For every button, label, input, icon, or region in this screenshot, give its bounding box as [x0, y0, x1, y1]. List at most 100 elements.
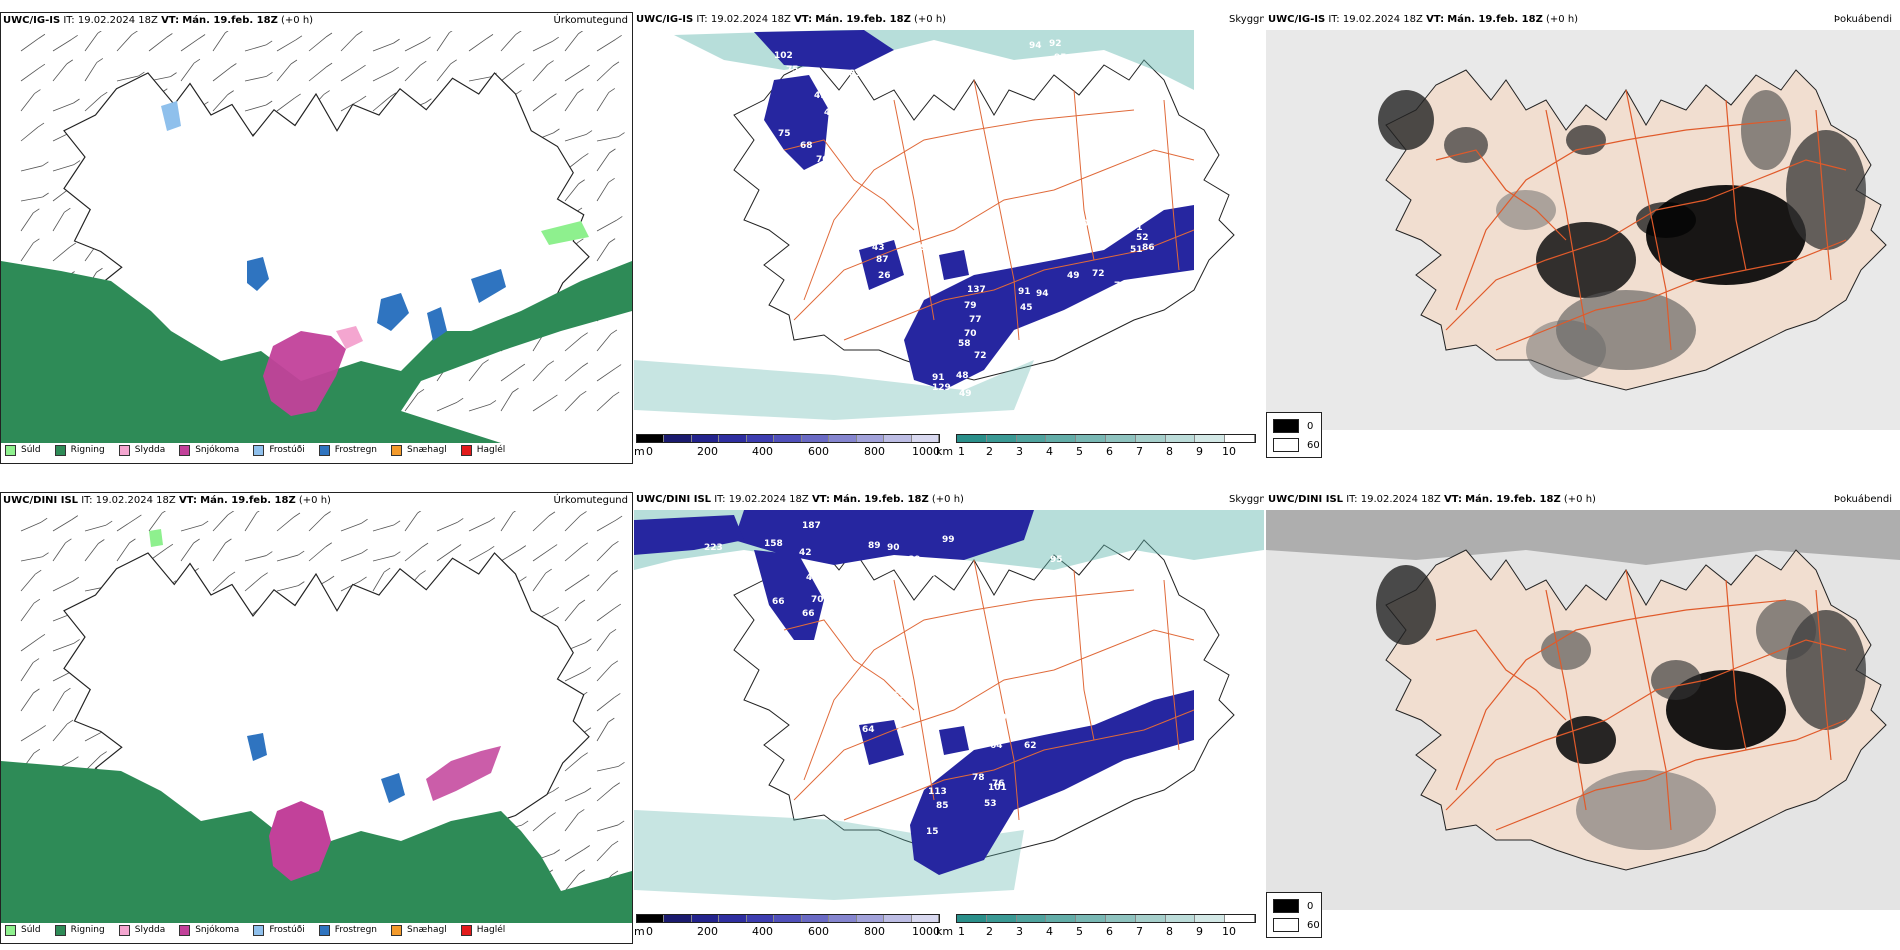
wind-barb: [500, 512, 514, 532]
wind-barb-feather: [325, 62, 333, 68]
colorbar-bin: [911, 915, 939, 922]
visibility-value: 102: [774, 51, 793, 61]
wind-barb: [596, 664, 613, 682]
wind-barb: [244, 555, 267, 562]
wind-barb: [532, 816, 550, 832]
visibility-value: 51: [710, 687, 723, 697]
visibility-value: 49: [806, 573, 819, 583]
colorbar-bin: [719, 915, 747, 922]
fog-patch: [1566, 125, 1606, 155]
wind-barb: [52, 102, 74, 112]
wind-barb: [212, 32, 226, 52]
wind-barb: [340, 99, 361, 112]
wind-barb-feather: [552, 606, 559, 612]
wind-barb: [52, 580, 73, 592]
colorbar-bin: [1165, 915, 1196, 922]
wind-barb-feather: [616, 216, 623, 221]
legend-item: Súld: [5, 924, 41, 936]
freezing-rain-area-2: [381, 773, 405, 803]
wind-barb: [436, 548, 456, 562]
colorbar-bin: [1195, 435, 1226, 442]
colorbar-bin: [746, 915, 775, 922]
wind-barb: [20, 692, 34, 712]
fog-indicator-panel-row1: UWC/IG-IS IT: 19.02.2024 18Z VT: Mán. 19…: [1266, 12, 1900, 464]
visibility-value: 63: [1114, 679, 1127, 689]
wind-barb-feather: [101, 91, 108, 97]
precip-type-panel-row2: UWC/DINI ISL IT: 19.02.2024 18Z VT: Mán.…: [0, 492, 633, 944]
legend-item: Slydda: [118, 924, 165, 936]
wind-barb-feather: [230, 63, 237, 68]
wind-barb-feather: [519, 545, 527, 550]
legend-label: Súld: [21, 445, 41, 455]
wind-barb: [564, 849, 584, 862]
wind-barb: [468, 521, 490, 532]
colorbar-bin: [1135, 915, 1166, 922]
legend-swatch: [318, 924, 330, 936]
visibility-value: 91: [932, 373, 945, 383]
visibility-value: 48: [956, 371, 969, 381]
wind-barb: [244, 512, 258, 532]
visibility-value: 77: [969, 315, 982, 325]
visibility-value: 86: [1142, 243, 1155, 253]
visibility-value: 193: [901, 285, 920, 295]
legend-swatch: [460, 924, 472, 936]
panel-field-label: Úrkomutegund: [553, 15, 628, 26]
road: [1725, 99, 1747, 271]
wind-barb: [564, 813, 579, 832]
visibility-value: 90: [887, 543, 900, 553]
wind-barb: [596, 65, 614, 82]
wind-barb-feather: [425, 98, 432, 104]
visibility-value: 66: [772, 597, 785, 607]
wind-barb-feather: [166, 543, 174, 549]
colorbar-bin: [986, 435, 1017, 442]
wind-barb: [20, 196, 43, 202]
legend-label: Snjókoma: [195, 445, 240, 455]
visibility-value: 49: [824, 108, 837, 118]
visibility-value: 137: [967, 285, 986, 295]
wind-barb-feather: [577, 238, 584, 244]
wind-barb-feather: [577, 88, 584, 94]
wind-barb: [372, 571, 385, 592]
visibility-value: 89: [868, 541, 881, 551]
wind-barb-feather: [486, 34, 494, 39]
wind-barb-feather: [584, 787, 592, 793]
panel-field-label: Þokuábendi: [1833, 494, 1892, 505]
wind-barb-feather: [227, 90, 234, 95]
wind-barb-feather: [361, 518, 368, 524]
visibility-value: 58: [958, 339, 971, 349]
visibility-value: 683: [901, 741, 920, 751]
wind-barb-feather: [553, 128, 560, 134]
colorbar-bin: [1135, 435, 1166, 442]
visibility-value: 76: [992, 779, 1005, 789]
wind-barb-feather: [549, 812, 556, 817]
wind-barb-feather: [295, 35, 303, 41]
wind-barb: [180, 542, 194, 562]
visibility-value: 75: [778, 129, 791, 139]
visibility-value: 79: [822, 351, 835, 361]
wind-barb-feather: [33, 238, 40, 244]
visibility-value: 62: [1024, 741, 1037, 751]
wind-barb-feather: [456, 397, 464, 403]
wind-barb: [564, 546, 583, 562]
wind-barb-feather: [615, 515, 623, 521]
panel-title: UWC/DINI ISL IT: 19.02.2024 18Z VT: Mán.…: [3, 495, 331, 506]
wind-barb: [404, 64, 421, 82]
wind-barb: [532, 515, 550, 532]
wind-barb: [244, 104, 267, 112]
low-vis-northwest: [634, 515, 744, 555]
wind-barb: [404, 512, 418, 532]
wind-barb: [308, 546, 327, 562]
panel-field-label: Þokuábendi: [1833, 14, 1892, 25]
wind-barb: [212, 94, 228, 112]
wind-barb-feather: [225, 31, 229, 34]
wind-barb-feather: [225, 538, 232, 544]
wind-barb: [532, 364, 549, 382]
wind-barb: [212, 67, 231, 82]
distance-colorbar: km 1 2 3 4 5 6 7 8 9 10: [936, 434, 1264, 464]
visibility-value: 113: [928, 787, 947, 797]
wind-barb: [340, 34, 357, 52]
colorbar-bin: [1076, 435, 1106, 442]
fog-patch: [1496, 190, 1556, 230]
